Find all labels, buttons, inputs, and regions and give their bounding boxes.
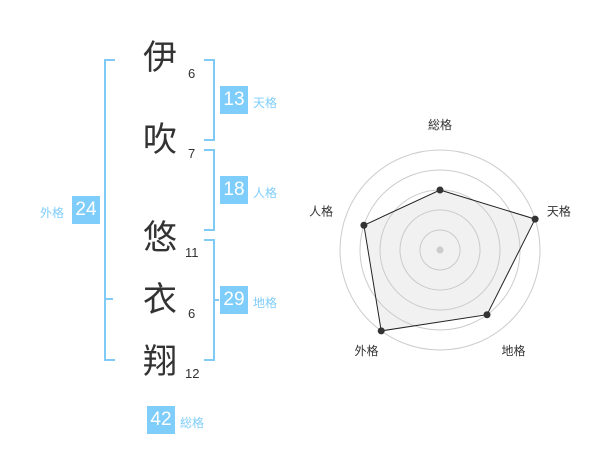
radar-point <box>531 215 539 223</box>
stroke-count-5: 12 <box>185 366 200 381</box>
name-char-2: 吹 <box>143 120 177 160</box>
name-char-3: 悠 <box>143 218 177 258</box>
tenkaku-value: 13 <box>220 86 248 114</box>
grid-ring <box>399 209 481 291</box>
axis-label: 人格 <box>309 203 333 218</box>
radar-point <box>483 311 491 319</box>
name-char-4: 衣 <box>143 280 177 320</box>
radar-point <box>377 327 385 335</box>
stroke-count-4: 6 <box>188 306 196 321</box>
stroke-count-3: 11 <box>185 245 199 260</box>
tenkaku-bracket <box>204 59 215 141</box>
stroke-count-1: 6 <box>188 66 196 81</box>
jinkaku-bracket <box>204 149 215 231</box>
gaikaku-value: 24 <box>72 196 100 224</box>
radar-point <box>436 186 444 194</box>
soukaku-label: 総格 <box>180 416 205 430</box>
gaikaku-bracket <box>104 59 115 361</box>
name-char-1: 伊 <box>143 38 177 78</box>
grid-ring <box>419 229 461 271</box>
grid-ring <box>339 149 541 351</box>
axis-label: 総格 <box>428 117 452 132</box>
center-dot <box>436 246 444 254</box>
soukaku-value: 42 <box>147 406 175 434</box>
axis-label: 地格 <box>501 343 525 358</box>
name-char-5: 翔 <box>143 342 177 382</box>
jinkaku-label: 人格 <box>253 186 278 200</box>
tenkaku-label: 天格 <box>253 96 278 110</box>
chikaku-tick <box>213 299 219 301</box>
stroke-count-2: 7 <box>188 146 196 161</box>
jinkaku-value: 18 <box>220 176 248 204</box>
chikaku-value: 29 <box>220 286 248 314</box>
gaikaku-tick <box>104 298 113 300</box>
radar-area <box>363 189 536 332</box>
axis-label: 天格 <box>547 203 571 218</box>
gaikaku-label: 外格 <box>40 206 65 220</box>
radar-point <box>360 221 368 229</box>
axis-label: 外格 <box>355 343 379 358</box>
chikaku-label: 地格 <box>253 296 278 310</box>
